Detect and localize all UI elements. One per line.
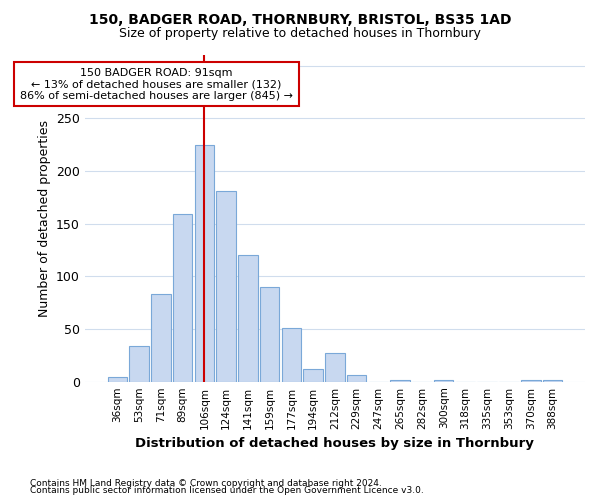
- Bar: [304, 369, 323, 382]
- Bar: [173, 214, 193, 382]
- Bar: [434, 380, 454, 382]
- X-axis label: Distribution of detached houses by size in Thornbury: Distribution of detached houses by size …: [136, 437, 535, 450]
- Text: Size of property relative to detached houses in Thornbury: Size of property relative to detached ho…: [119, 28, 481, 40]
- Bar: [521, 380, 541, 382]
- Bar: [194, 144, 214, 382]
- Text: Contains public sector information licensed under the Open Government Licence v3: Contains public sector information licen…: [30, 486, 424, 495]
- Bar: [130, 346, 149, 382]
- Bar: [281, 328, 301, 382]
- Bar: [260, 287, 280, 382]
- Bar: [325, 353, 345, 382]
- Bar: [542, 380, 562, 382]
- Bar: [391, 380, 410, 382]
- Bar: [347, 376, 367, 382]
- Bar: [217, 191, 236, 382]
- Text: 150 BADGER ROAD: 91sqm
← 13% of detached houses are smaller (132)
86% of semi-de: 150 BADGER ROAD: 91sqm ← 13% of detached…: [20, 68, 293, 101]
- Text: 150, BADGER ROAD, THORNBURY, BRISTOL, BS35 1AD: 150, BADGER ROAD, THORNBURY, BRISTOL, BS…: [89, 12, 511, 26]
- Text: Contains HM Land Registry data © Crown copyright and database right 2024.: Contains HM Land Registry data © Crown c…: [30, 478, 382, 488]
- Bar: [107, 378, 127, 382]
- Y-axis label: Number of detached properties: Number of detached properties: [38, 120, 50, 317]
- Bar: [238, 255, 257, 382]
- Bar: [151, 294, 170, 382]
